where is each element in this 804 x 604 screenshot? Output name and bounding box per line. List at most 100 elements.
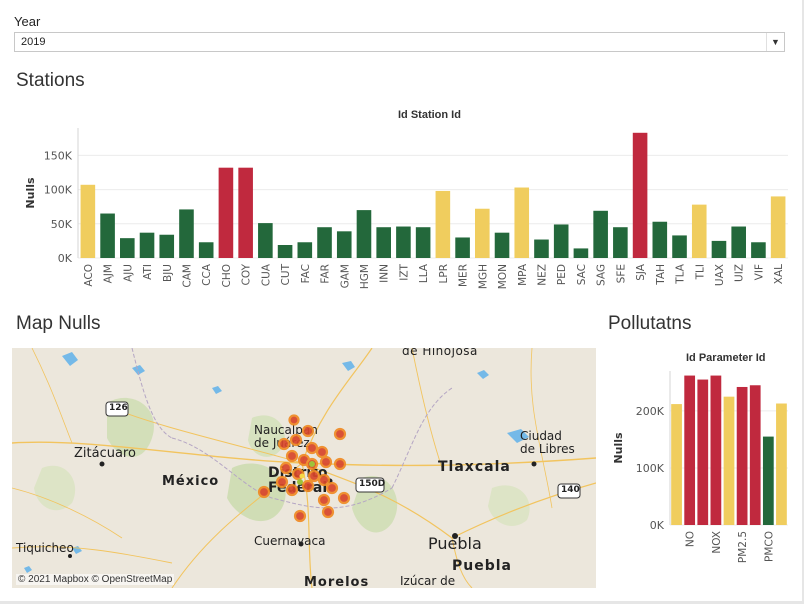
map-attribution[interactable]: © 2021 Mapbox © OpenStreetMap bbox=[16, 574, 175, 585]
stations-category-label: LPR bbox=[438, 264, 450, 283]
stations-bar[interactable] bbox=[632, 132, 648, 258]
stations-category-label: CUA bbox=[260, 263, 272, 286]
stations-category-label: VIF bbox=[753, 264, 765, 280]
stations-bar[interactable] bbox=[218, 167, 234, 258]
stations-bar[interactable] bbox=[731, 226, 746, 258]
map-label-zitacuaro: Zitácuaro bbox=[74, 446, 136, 461]
pollutants-bar[interactable] bbox=[749, 385, 761, 525]
stations-bar[interactable] bbox=[770, 196, 786, 258]
map-label-tlaxcala: Tlaxcala bbox=[438, 459, 511, 475]
stations-bar[interactable] bbox=[198, 242, 214, 258]
stations-bar[interactable] bbox=[376, 227, 391, 258]
pollutants-ytick-label: 0K bbox=[650, 519, 665, 532]
stations-category-label: CHO bbox=[221, 264, 233, 288]
stations-bar[interactable] bbox=[139, 232, 155, 258]
stations-ytick-label: 0K bbox=[58, 252, 73, 265]
pollutants-bar[interactable] bbox=[684, 375, 696, 525]
station-marker bbox=[307, 469, 321, 483]
stations-bar[interactable] bbox=[652, 221, 668, 258]
map-section-title: Map Nulls bbox=[16, 313, 101, 334]
stations-bar[interactable] bbox=[475, 208, 490, 258]
stations-ylabel: Nulls bbox=[24, 177, 37, 209]
stations-bar[interactable] bbox=[159, 234, 175, 258]
stations-bar[interactable] bbox=[691, 204, 707, 258]
station-marker bbox=[301, 479, 315, 493]
stations-category-label: MON bbox=[497, 264, 509, 289]
pollutants-bar[interactable] bbox=[697, 379, 709, 525]
route-150d-shield: 150D bbox=[359, 479, 386, 489]
stations-bar[interactable] bbox=[593, 210, 608, 258]
stations-bar[interactable] bbox=[514, 187, 530, 258]
station-marker bbox=[319, 455, 333, 469]
stations-bar[interactable] bbox=[179, 209, 194, 258]
stations-bar[interactable] bbox=[297, 242, 313, 258]
stations-category-label: MER bbox=[458, 264, 470, 287]
station-markers bbox=[257, 414, 351, 523]
stations-category-label: UAX bbox=[714, 264, 726, 286]
stations-bar[interactable] bbox=[613, 227, 628, 258]
stations-bar[interactable] bbox=[258, 223, 273, 258]
stations-category-label: CUT bbox=[280, 263, 292, 285]
stations-bar[interactable] bbox=[711, 240, 727, 258]
stations-bar[interactable] bbox=[455, 237, 470, 258]
pollutants-bar[interactable] bbox=[723, 396, 735, 525]
pollutants-bar[interactable] bbox=[776, 403, 787, 525]
stations-bar[interactable] bbox=[238, 167, 253, 258]
stations-category-label: HGM bbox=[359, 264, 371, 289]
station-marker bbox=[301, 424, 315, 438]
stations-ytick-label: 100K bbox=[44, 184, 73, 197]
stations-category-label: SAG bbox=[596, 264, 608, 286]
stations-category-label: BJU bbox=[162, 264, 174, 282]
stations-bar[interactable] bbox=[336, 231, 352, 258]
pollutants-chart-title: Id Parameter Id bbox=[686, 352, 766, 364]
stations-category-label: AJU bbox=[122, 264, 134, 282]
pollutants-category-label: PMCO bbox=[763, 531, 775, 562]
stations-bar[interactable] bbox=[356, 210, 372, 258]
route-126-shield: 126 bbox=[109, 403, 128, 413]
stations-category-label: IZT bbox=[398, 263, 410, 280]
stations-chart-title: Id Station Id bbox=[398, 109, 461, 121]
station-marker bbox=[317, 473, 331, 487]
map-label-cuernavaca: Cuernavaca bbox=[254, 534, 326, 548]
station-marker bbox=[317, 493, 331, 507]
stations-bar[interactable] bbox=[534, 239, 549, 258]
map-label-tiquicheo: Tiquicheo bbox=[16, 541, 74, 555]
stations-bar[interactable] bbox=[672, 235, 687, 258]
stations-ytick-label: 150K bbox=[44, 149, 73, 162]
stations-bar[interactable] bbox=[751, 242, 766, 258]
station-marker bbox=[325, 481, 339, 495]
dropdown-arrow-icon[interactable]: ▼ bbox=[766, 33, 784, 51]
stations-bar[interactable] bbox=[415, 227, 431, 258]
stations-category-label: SFE bbox=[615, 264, 627, 283]
map-nulls[interactable]: de Hinojosa Zitácuaro Naucalpan de Juáre… bbox=[12, 348, 596, 588]
stations-category-label: TLI bbox=[694, 264, 706, 280]
stations-bar[interactable] bbox=[120, 238, 135, 258]
stations-category-label: CCA bbox=[201, 263, 213, 286]
pollutants-category-label: NO bbox=[685, 531, 697, 547]
stations-bar[interactable] bbox=[80, 184, 96, 258]
stations-bar[interactable] bbox=[317, 227, 332, 258]
pollutants-ytick-label: 200K bbox=[636, 405, 665, 418]
pollutants-bar[interactable] bbox=[671, 404, 682, 525]
pollutants-bar[interactable] bbox=[762, 436, 774, 525]
stations-bar[interactable] bbox=[435, 190, 451, 258]
station-marker bbox=[257, 485, 271, 499]
pollutants-bar[interactable] bbox=[736, 386, 748, 525]
year-select[interactable]: 2019 ▼ bbox=[14, 32, 785, 52]
map-label-izucar: Izúcar de bbox=[400, 574, 456, 588]
stations-bar[interactable] bbox=[494, 232, 510, 258]
stations-category-label: CAM bbox=[181, 264, 193, 288]
station-marker bbox=[293, 509, 307, 523]
station-marker bbox=[333, 427, 347, 441]
stations-category-label: MPA bbox=[517, 263, 529, 286]
map-label-puebla-city: Puebla bbox=[428, 534, 482, 553]
stations-bar[interactable] bbox=[100, 213, 115, 258]
stations-bar[interactable] bbox=[277, 245, 293, 258]
stations-bar[interactable] bbox=[396, 226, 411, 258]
stations-category-label: SAC bbox=[576, 264, 588, 285]
stations-bar[interactable] bbox=[553, 224, 569, 258]
pollutants-bar[interactable] bbox=[710, 375, 722, 525]
stations-bar[interactable] bbox=[573, 248, 589, 258]
year-select-value: 2019 bbox=[21, 36, 46, 48]
